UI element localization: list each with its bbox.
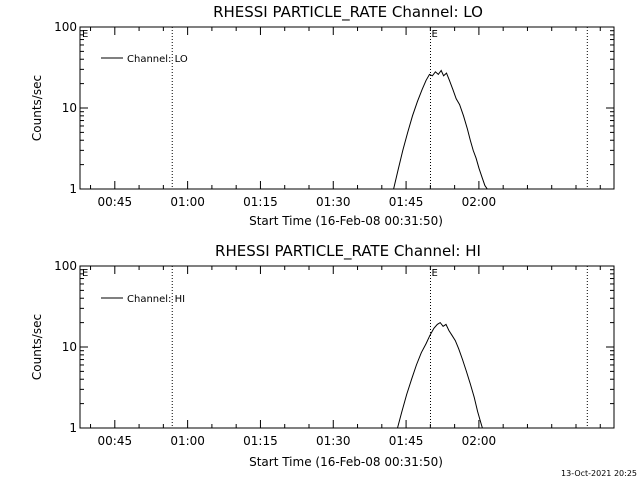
data-point-lo [407,132,409,133]
x-tick-label-hi: 01:00 [170,434,205,448]
x-tick-label-hi: 01:30 [316,434,351,448]
data-point-lo [421,89,423,90]
data-point-lo [449,80,450,81]
x-tick-label-lo: 00:45 [98,195,133,209]
data-point-lo [440,70,442,71]
data-point-lo [455,98,457,100]
event-marker-label-lo: E [431,29,437,40]
data-point-lo [443,75,444,77]
data-point-hi [429,334,431,336]
edge-marker-lo: E [82,29,88,40]
data-point-lo [472,150,474,151]
y-tick-label-hi: 10 [62,340,77,354]
data-point-lo [481,176,483,178]
data-point-hi [451,334,453,336]
x-tick-label-lo: 01:45 [389,195,424,209]
x-tick-label-lo: 01:00 [170,195,205,209]
data-point-lo [432,75,433,77]
data-point-lo [429,74,430,75]
data-point-hi [416,364,417,366]
x-tick-label-hi: 01:45 [389,434,424,448]
footer-timestamp: 13-Oct-2021 20:25 [561,469,637,478]
data-point-hi [480,421,481,422]
x-axis-label-hi: Start Time (16-Feb-08 00:31:50) [249,455,443,469]
edge-marker-hi: E [82,268,88,279]
legend-label-hi: Channel: HI [127,294,185,305]
data-point-lo [438,74,439,75]
data-point-hi [397,427,398,429]
legend-label-lo: Channel: LO [127,54,188,65]
data-point-hi [473,396,475,398]
data-point-hi [401,411,403,412]
event-marker-label-hi: E [431,268,437,279]
y-axis-label-hi: Counts/sec [30,314,44,380]
data-point-lo [487,188,488,190]
x-tick-label-lo: 01:15 [243,195,278,209]
y-tick-label-hi: 100 [54,259,77,273]
data-point-hi [448,330,450,331]
data-point-lo [463,115,464,117]
data-point-lo [475,157,477,159]
data-point-hi [425,343,427,344]
data-point-lo [435,71,436,73]
data-point-hi [470,383,471,385]
data-point-hi [437,324,438,325]
data-point-hi [477,411,478,412]
x-tick-label-lo: 02:00 [462,195,497,209]
data-point-lo [425,80,427,81]
data-point-hi [482,427,483,429]
y-tick-label-lo: 10 [62,101,77,115]
data-point-lo [470,139,471,141]
data-point-lo [446,72,447,74]
data-point-lo [417,101,418,102]
chart-title-hi: RHESSI PARTICLE_RATE Channel: HI [215,242,481,261]
data-point-lo [459,104,460,105]
data-point-lo [452,89,454,90]
x-tick-label-hi: 00:45 [98,434,133,448]
x-tick-label-hi: 02:00 [462,434,497,448]
data-point-lo [412,115,413,117]
data-point-hi [466,371,467,372]
x-tick-label-hi: 01:15 [243,434,278,448]
panel-lo: RHESSI PARTICLE_RATE Channel: LO Counts/… [30,3,615,228]
data-point-hi [462,359,463,360]
data-point-hi [406,394,408,395]
data-point-hi [445,324,447,325]
data-point-hi [442,326,444,327]
data-point-hi [421,352,422,354]
data-point-lo [402,150,404,151]
data-point-lo [467,128,468,130]
x-axis-label-lo: Start Time (16-Feb-08 00:31:50) [249,214,443,228]
series-line-lo [393,69,488,190]
chart-title-lo: RHESSI PARTICLE_RATE Channel: LO [213,3,483,22]
y-tick-label-hi: 1 [69,421,77,435]
data-point-hi [439,322,441,323]
panel-hi: RHESSI PARTICLE_RATE Channel: HI Counts/… [30,242,615,469]
data-point-hi [411,378,412,380]
y-tick-label-lo: 100 [54,20,77,34]
data-point-lo [484,185,486,186]
data-point-lo [478,168,480,169]
data-point-hi [455,340,456,341]
data-point-hi [458,348,460,350]
data-point-lo [393,188,394,190]
data-point-lo [397,170,399,171]
y-axis-label-lo: Counts/sec [30,75,44,141]
y-tick-label-lo: 1 [69,182,77,196]
series-line-hi [397,321,483,429]
data-point-hi [433,328,435,329]
x-tick-label-lo: 01:30 [316,195,351,209]
